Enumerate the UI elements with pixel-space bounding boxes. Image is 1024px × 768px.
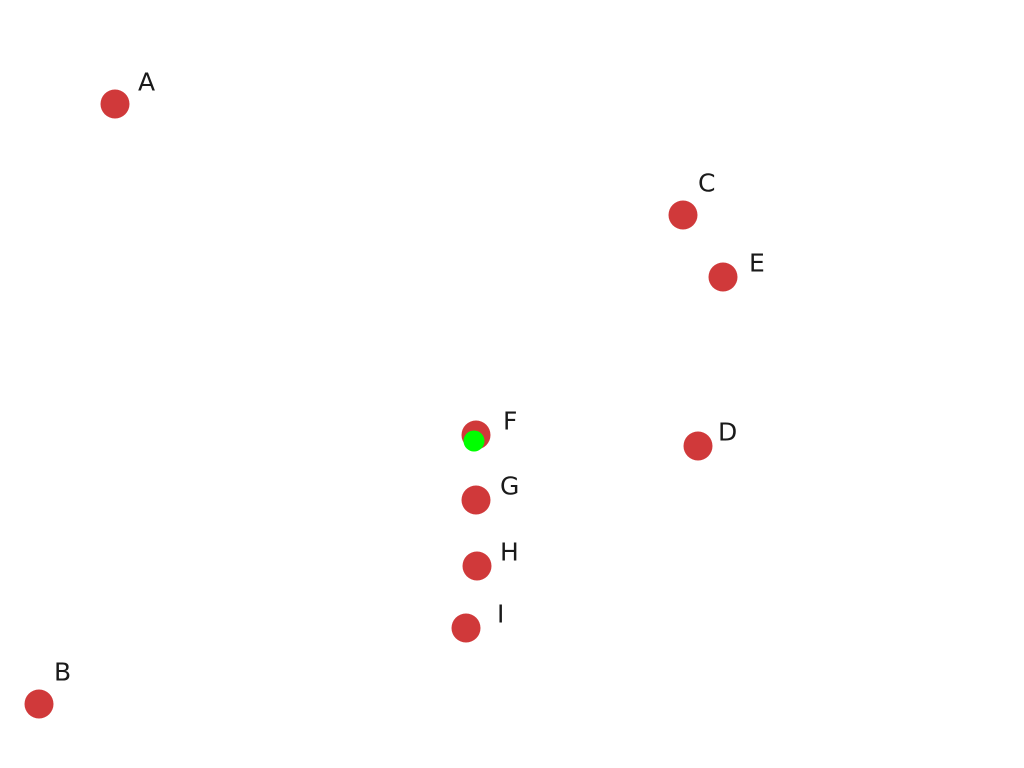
point-c-label: C: [698, 168, 716, 198]
point-g-marker[interactable]: [461, 485, 491, 515]
point-g-label: G: [500, 471, 520, 501]
point-i-marker[interactable]: [451, 613, 481, 643]
point-c-marker[interactable]: [668, 200, 698, 230]
cursor-dot-icon: [463, 430, 485, 452]
point-f-label: F: [503, 406, 518, 436]
point-h-label: H: [500, 537, 519, 567]
point-a-marker[interactable]: [100, 89, 130, 119]
point-b-marker[interactable]: [24, 689, 54, 719]
point-i-label: I: [497, 599, 505, 629]
point-h-marker[interactable]: [462, 551, 492, 581]
point-e-label: E: [749, 248, 765, 278]
point-e-marker[interactable]: [708, 262, 738, 292]
point-d-marker[interactable]: [683, 431, 713, 461]
point-d-label: D: [718, 417, 738, 447]
point-b-label: B: [54, 657, 72, 687]
point-a-label: A: [138, 67, 156, 97]
